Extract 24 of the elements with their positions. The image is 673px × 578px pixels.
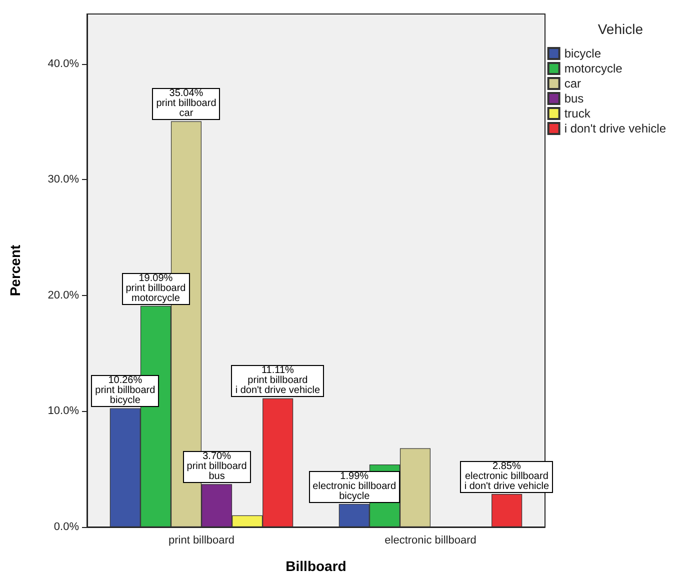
y-tick-label: 20.0% — [48, 289, 80, 302]
x-tick-label: print billboard — [168, 534, 235, 546]
y-axis-title: Percent — [7, 244, 23, 296]
legend-label: bicycle — [564, 46, 602, 60]
x-tick-label: electronic billboard — [384, 534, 476, 546]
legend-label: i don't drive vehicle — [564, 122, 666, 136]
annotation: 35.04% print billboard car — [152, 88, 220, 120]
y-tick-label: 30.0% — [48, 174, 80, 186]
annotation: 11.11% print billboard i don't drive vehicle — [231, 365, 324, 398]
y-tick-label: 0.0% — [54, 521, 80, 533]
legend-label: car — [564, 76, 581, 90]
legend-label: bus — [564, 92, 584, 106]
legend-label: truck — [564, 106, 592, 120]
x-axis-title: Billboard — [286, 558, 346, 574]
annotation: 2.85% electronic billboard i don't drive vehicle — [460, 460, 554, 493]
legend-label: motorcycle — [564, 62, 623, 76]
annotation: 3.70% print billboard bus — [182, 451, 251, 484]
bar — [492, 494, 522, 527]
y-tick-label: 10.0% — [48, 405, 80, 418]
annotation: 10.26% print billboard bicycle — [91, 375, 160, 408]
legend-title: Vehicle — [598, 21, 644, 37]
y-tick-label: 40.0% — [48, 58, 80, 70]
annotation: 1.99% electronic billboard bicycle — [308, 470, 400, 503]
annotation: 19.09% print billboard motorcycle — [122, 272, 190, 305]
